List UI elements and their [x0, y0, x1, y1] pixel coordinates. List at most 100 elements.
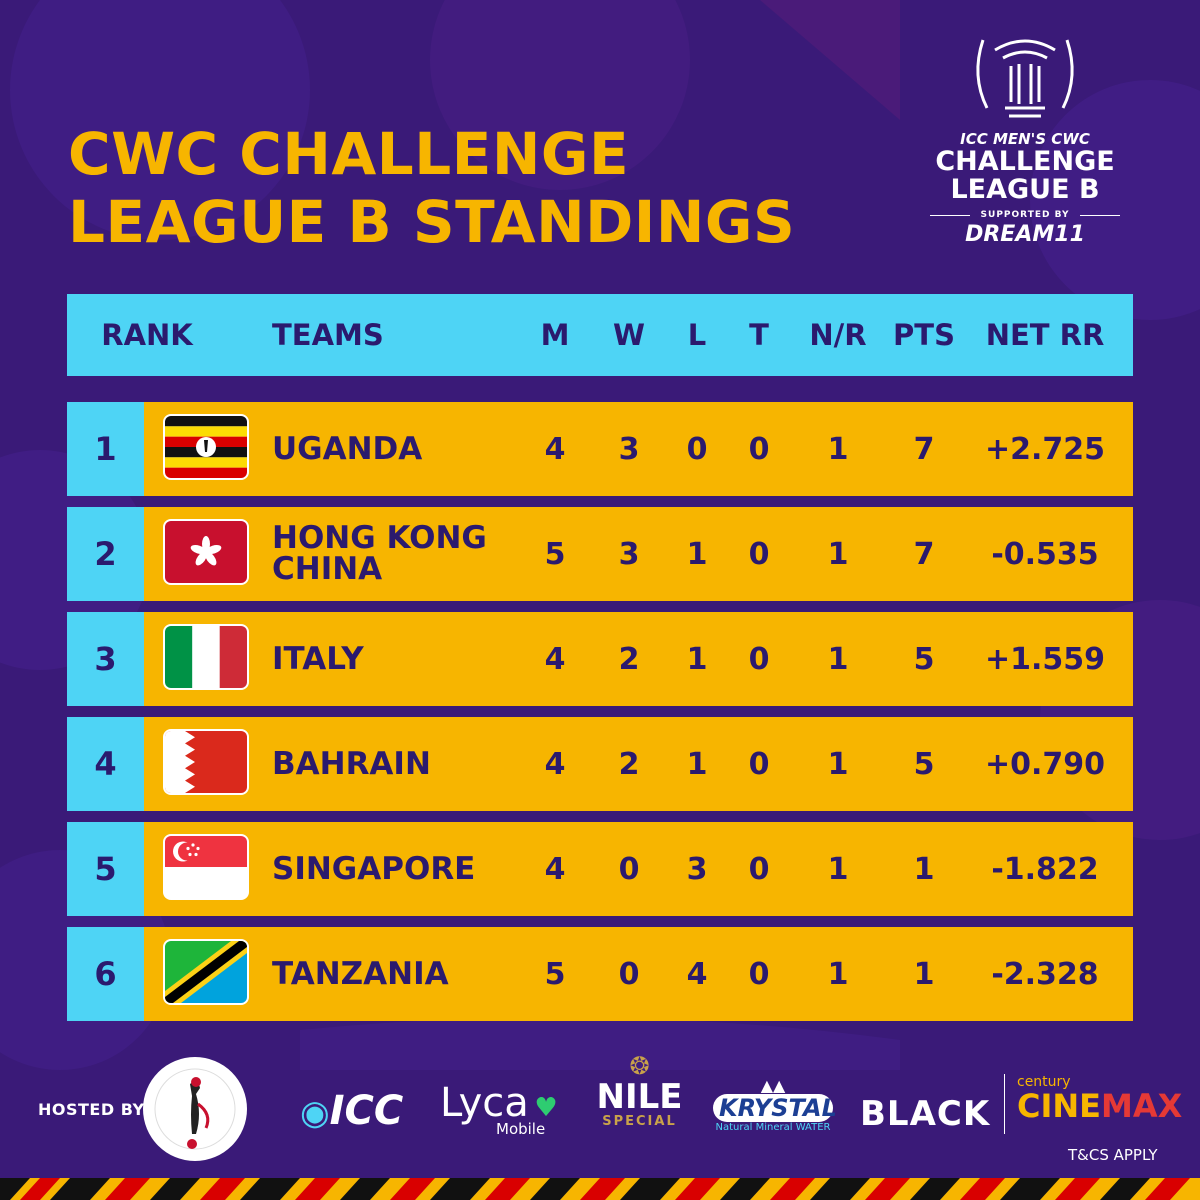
rank-cell: 1 — [67, 402, 144, 496]
logo-line-2: CHALLENGE — [935, 146, 1115, 177]
cell-l: 4 — [686, 956, 708, 992]
logo-line-1: ICC MEN'S CWC — [960, 130, 1090, 148]
cell-t: 0 — [748, 851, 770, 887]
cell-pts: 7 — [913, 431, 935, 467]
cell-l: 1 — [686, 746, 708, 782]
logo-sponsor: DREAM11 — [965, 222, 1085, 247]
table-row: 4 BAHRAIN 4 2 1 0 1 5 +0.790 — [67, 717, 1133, 811]
cell-l: 0 — [686, 431, 708, 467]
table-row: 5 SINGAPORE 4 0 3 0 1 1 -1.822 — [67, 822, 1133, 916]
lyca-text: Lyca — [440, 1080, 529, 1126]
rank-cell: 2 — [67, 507, 144, 601]
cell-l: 1 — [686, 536, 708, 572]
singapore-flag-icon — [165, 836, 247, 898]
heart-icon: ♥ — [534, 1093, 558, 1123]
icc-logo: ◉ICC — [300, 1088, 403, 1134]
hosted-by-label: HOSTED BY — [38, 1100, 145, 1119]
cell-w: 0 — [618, 956, 640, 992]
century-text: century — [1017, 1074, 1071, 1090]
cell-pts: 1 — [913, 851, 935, 887]
sponsor-strip: HOSTED BY ◉ICC Lyca ♥ Mobile ❂ NILE SPEC… — [0, 1050, 1200, 1170]
header-pts: PTS — [893, 318, 955, 352]
nile-special-logo: ❂ NILE SPECIAL — [592, 1052, 687, 1129]
cell-l: 3 — [686, 851, 708, 887]
cell-w: 0 — [618, 851, 640, 887]
header-net-rr: NET RR — [985, 318, 1105, 352]
nile-sub-text: SPECIAL — [602, 1114, 677, 1129]
table-row: 3 ITALY 4 2 1 0 1 5 +1.559 — [67, 612, 1133, 706]
krystal-logo: ▲▲ KRYSTAL Natural Mineral WATER — [713, 1076, 837, 1133]
cell-nr: 1 — [827, 536, 849, 572]
header-teams: TEAMS — [272, 318, 384, 352]
header-rank: RANK — [101, 318, 193, 352]
header-t: T — [749, 318, 769, 352]
cell-l: 1 — [686, 641, 708, 677]
cell-net-rr: +2.725 — [984, 431, 1106, 467]
uganda-flag-icon — [165, 416, 247, 478]
bahrain-flag-icon — [165, 731, 247, 793]
cell-t: 0 — [748, 641, 770, 677]
cell-m: 5 — [544, 956, 566, 992]
krystal-text: KRYSTAL — [713, 1094, 837, 1122]
cinemax-text-b: MAX — [1101, 1087, 1183, 1125]
cell-nr: 1 — [827, 641, 849, 677]
cell-t: 0 — [748, 536, 770, 572]
cell-pts: 1 — [913, 956, 935, 992]
cell-m: 4 — [544, 641, 566, 677]
cell-w: 2 — [618, 641, 640, 677]
header-m: M — [540, 318, 570, 352]
krystal-sub-text: Natural Mineral WATER — [715, 1122, 831, 1133]
lyca-mobile-logo: Lyca ♥ Mobile — [440, 1080, 558, 1138]
nile-text: NILE — [596, 1077, 683, 1117]
logo-line-3: LEAGUE B — [950, 174, 1100, 205]
page-title: CWC CHALLENGE LEAGUE B STANDINGS — [68, 120, 795, 256]
logo-supported-by: SUPPORTED BY — [920, 210, 1130, 220]
cell-w: 3 — [618, 431, 640, 467]
cell-t: 0 — [748, 431, 770, 467]
title-line-2: LEAGUE B STANDINGS — [68, 188, 796, 256]
mountain-icon: ▲▲ — [760, 1076, 786, 1095]
globe-icon: ◉ — [300, 1093, 330, 1133]
tanzania-flag-icon — [165, 941, 247, 1003]
cell-net-rr: +1.559 — [984, 641, 1106, 677]
cell-net-rr: +0.790 — [984, 746, 1106, 782]
tournament-logo: ICC MEN'S CWC CHALLENGE LEAGUE B SUPPORT… — [920, 30, 1130, 270]
cell-pts: 5 — [913, 746, 935, 782]
rank-cell: 3 — [67, 612, 144, 706]
table-row: 6 TANZANIA 5 0 4 0 1 1 -2.328 — [67, 927, 1133, 1021]
trophy-icon — [976, 39, 1074, 118]
cell-net-rr: -1.822 — [991, 851, 1099, 887]
rank-cell: 5 — [67, 822, 144, 916]
italy-flag-icon — [165, 626, 247, 688]
cinemax-text-a: CINE — [1017, 1087, 1102, 1125]
century-cinemax-logo: century CINEMAX — [1004, 1074, 1182, 1134]
team-name: SINGAPORE — [272, 850, 476, 887]
cinemax-wordmark: CINEMAX — [1017, 1090, 1182, 1122]
title-line-1: CWC CHALLENGE — [68, 120, 630, 188]
cell-m: 4 — [544, 851, 566, 887]
header-w: W — [613, 318, 645, 352]
cell-m: 4 — [544, 746, 566, 782]
footer-stripe — [0, 1178, 1200, 1200]
table-row: 1 UGANDA 4 3 0 0 1 7 +2.725 — [67, 402, 1133, 496]
cell-t: 0 — [748, 746, 770, 782]
cell-net-rr: -2.328 — [991, 956, 1099, 992]
team-name: HONG KONG CHINA — [272, 520, 487, 587]
cell-pts: 5 — [913, 641, 935, 677]
nile-crest-icon: ❂ — [629, 1052, 650, 1080]
cell-w: 2 — [618, 746, 640, 782]
team-name: TANZANIA — [272, 955, 449, 992]
hong-kong-flag-icon — [165, 521, 247, 583]
header-l: L — [687, 318, 707, 352]
uganda-cricket-association-logo — [143, 1057, 247, 1161]
cell-m: 5 — [544, 536, 566, 572]
terms-label: T&CS APPLY — [1068, 1146, 1158, 1164]
table-row: 2 HONG KONG CHINA 5 3 1 0 1 7 -0.535 — [67, 507, 1133, 601]
cell-nr: 1 — [827, 431, 849, 467]
cell-m: 4 — [544, 431, 566, 467]
rank-cell: 4 — [67, 717, 144, 811]
cell-t: 0 — [748, 956, 770, 992]
team-name: UGANDA — [272, 430, 423, 467]
header-nr: N/R — [809, 318, 867, 352]
black-logo: BLACK — [860, 1094, 991, 1134]
